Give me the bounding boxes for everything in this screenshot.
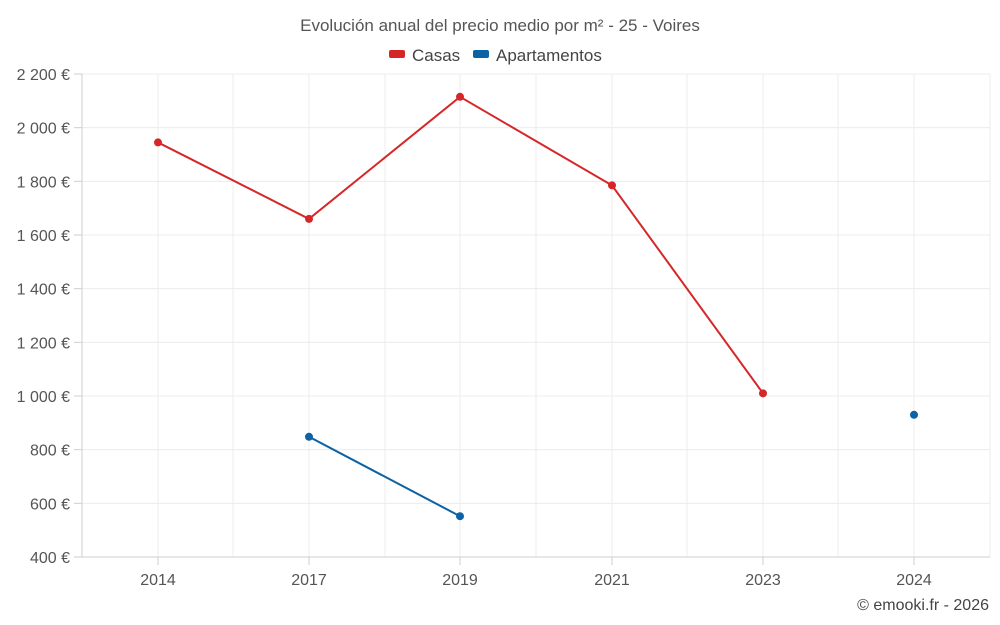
legend-label-apartamentos[interactable]: Apartamentos xyxy=(496,46,602,65)
credit-text: © emooki.fr - 2026 xyxy=(857,597,989,614)
y-tick-label: 2 200 € xyxy=(17,67,70,84)
series-layer xyxy=(154,92,918,521)
data-point[interactable] xyxy=(759,389,767,398)
y-tick-label: 1 800 € xyxy=(17,174,70,191)
grid xyxy=(81,73,991,558)
data-point[interactable] xyxy=(154,138,162,147)
data-point[interactable] xyxy=(305,432,313,441)
y-tick-label: 2 000 € xyxy=(17,121,70,138)
x-tick-label: 2023 xyxy=(745,572,781,589)
data-point[interactable] xyxy=(456,92,464,101)
legend-label-casas[interactable]: Casas xyxy=(412,46,460,65)
data-point[interactable] xyxy=(305,214,313,223)
legend-swatch-apartamentos[interactable] xyxy=(473,50,489,58)
x-tick-label: 2024 xyxy=(896,572,932,589)
x-tick-label: 2021 xyxy=(594,572,630,589)
chart-title: Evolución anual del precio medio por m² … xyxy=(300,16,700,35)
series-line-apartamentos xyxy=(308,435,461,518)
y-tick-label: 1 400 € xyxy=(17,282,70,299)
legend: Casas Apartamentos xyxy=(389,46,602,65)
data-point[interactable] xyxy=(910,410,918,419)
y-tick-label: 1 000 € xyxy=(17,389,70,406)
y-tick-label: 800 € xyxy=(30,443,70,460)
y-tick-label: 400 € xyxy=(30,550,70,567)
x-tick-label: 2019 xyxy=(442,572,478,589)
x-tick-label: 2017 xyxy=(291,572,327,589)
data-point[interactable] xyxy=(608,181,616,190)
series-casas xyxy=(154,92,767,398)
axes: 400 € 600 € 800 € 1 000 € 1 200 € 1 400 € 1 60… xyxy=(17,67,990,589)
legend-swatch-casas[interactable] xyxy=(389,50,405,58)
y-tick-label: 600 € xyxy=(30,496,70,513)
y-tick-label: 1 600 € xyxy=(17,228,70,245)
data-point[interactable] xyxy=(456,512,464,521)
x-tick-label: 2014 xyxy=(140,572,176,589)
series-apartamentos xyxy=(305,410,918,521)
y-tick-label: 1 200 € xyxy=(17,335,70,352)
